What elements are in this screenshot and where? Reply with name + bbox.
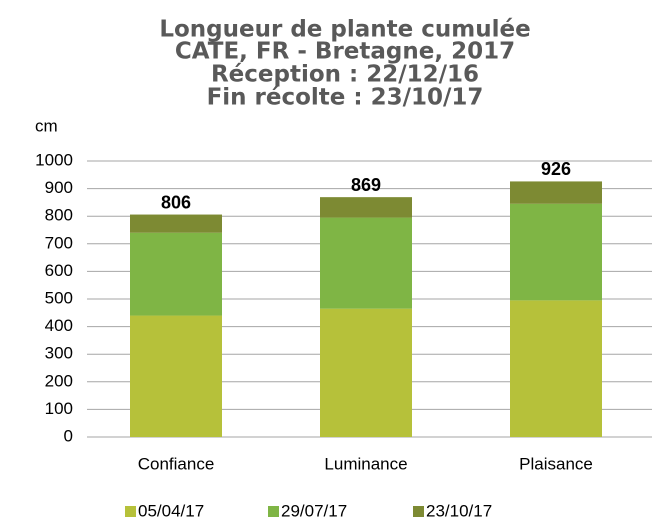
y-tick-label: 900 — [45, 178, 73, 197]
bar-segment — [510, 300, 602, 437]
y-axis-label: cm — [35, 116, 58, 135]
total-label: 869 — [351, 175, 381, 195]
bar-segment — [320, 308, 412, 437]
y-tick-label: 0 — [64, 426, 73, 445]
y-tick-label: 500 — [45, 288, 73, 307]
y-tick-label: 400 — [45, 316, 73, 335]
legend-swatch — [268, 506, 279, 517]
y-tick-label: 700 — [45, 233, 73, 252]
bar-segment — [510, 203, 602, 301]
chart-title: Réception : 22/12/16 — [211, 62, 479, 88]
legend-label: 29/07/17 — [281, 501, 347, 520]
y-tick-label: 200 — [45, 371, 73, 390]
bar-segment — [130, 214, 222, 233]
y-tick-label: 1000 — [35, 150, 73, 169]
legend-swatch — [125, 506, 136, 517]
y-tick-label: 800 — [45, 206, 73, 225]
bar-segment — [510, 181, 602, 204]
x-tick-label: Confiance — [138, 454, 215, 473]
legend-label: 23/10/17 — [426, 501, 492, 520]
bar-segment — [320, 217, 412, 309]
y-tick-label: 600 — [45, 261, 73, 280]
total-label: 926 — [541, 159, 571, 179]
legend-label: 05/04/17 — [138, 501, 204, 520]
bar-segment — [130, 232, 222, 316]
chart-title: Fin récolte : 23/10/17 — [207, 85, 484, 111]
bar-segment — [130, 315, 222, 437]
y-tick-label: 100 — [45, 399, 73, 418]
y-tick-label: 300 — [45, 344, 73, 363]
chart-title: Longueur de plante cumulée — [159, 17, 530, 43]
chart-title: CATE, FR - Bretagne, 2017 — [175, 39, 515, 65]
x-tick-label: Luminance — [324, 454, 407, 473]
bar-segment — [320, 197, 412, 218]
legend-swatch — [413, 506, 424, 517]
x-tick-label: Plaisance — [519, 454, 593, 473]
total-label: 806 — [161, 192, 191, 212]
